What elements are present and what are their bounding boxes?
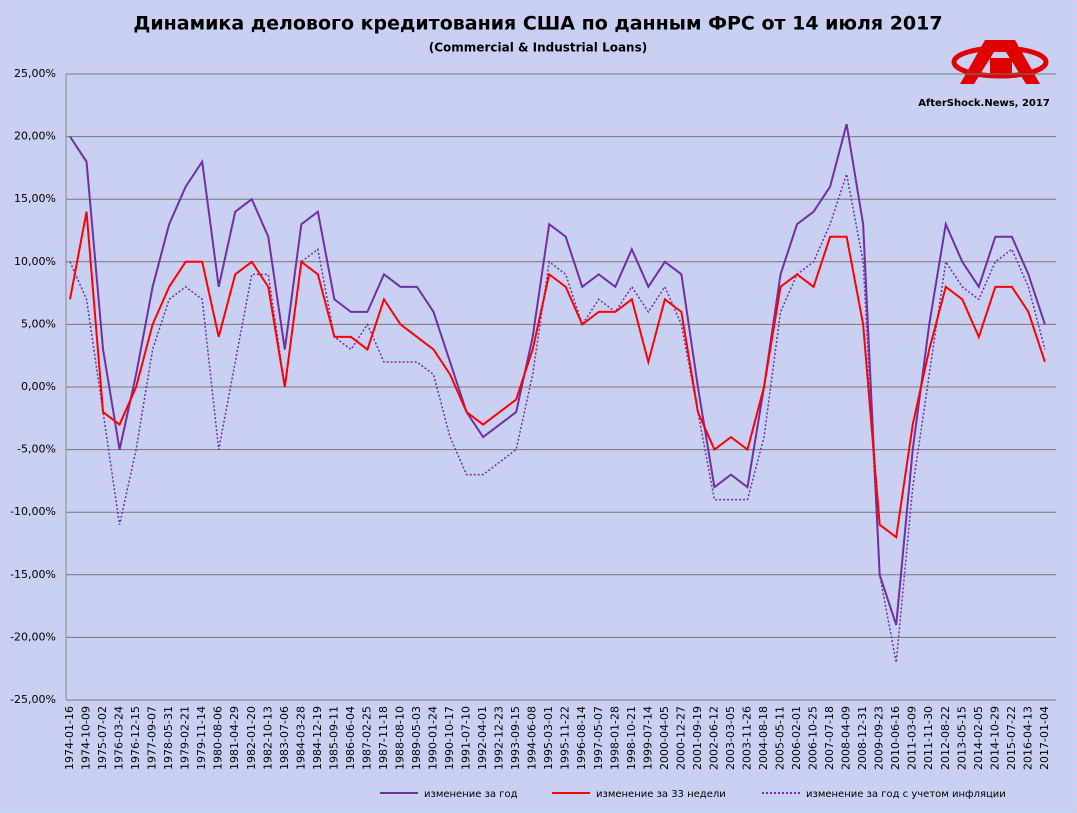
chart-title: Динамика делового кредитования США по да…	[133, 13, 942, 35]
x-tick-label: 1992-04-01	[476, 706, 489, 770]
y-tick-label: 0,00%	[21, 380, 56, 393]
x-tick-label: 1996-08-14	[575, 706, 588, 770]
y-tick-label: 15,00%	[14, 192, 56, 205]
x-tick-label: 1992-12-23	[493, 706, 506, 770]
y-tick-label: 20,00%	[14, 130, 56, 143]
series-line	[69, 211, 1046, 540]
x-tick-label: 1989-05-03	[410, 706, 423, 770]
x-tick-label: 1991-07-10	[460, 706, 473, 770]
x-tick-label: 2016-04-13	[1021, 706, 1034, 770]
x-tick-label: 1987-02-25	[360, 706, 373, 770]
x-tick-label: 2007-07-18	[823, 706, 836, 770]
x-tick-label: 2010-06-16	[889, 706, 902, 770]
series-line	[69, 123, 1046, 626]
x-tick-label: 1981-04-29	[228, 706, 241, 770]
x-tick-label: 1979-02-21	[179, 706, 192, 770]
x-tick-label: 1987-11-18	[377, 706, 390, 770]
x-tick-label: 2000-04-05	[658, 706, 671, 770]
x-tick-label: 1993-09-15	[509, 706, 522, 770]
x-tick-label: 1994-06-08	[526, 706, 539, 770]
x-tick-label: 1976-03-24	[113, 706, 126, 770]
x-tick-label: 1984-03-28	[294, 706, 307, 770]
x-tick-label: 1982-10-13	[261, 706, 274, 770]
y-tick-label: -25,00%	[10, 693, 56, 706]
x-tick-label: 2001-09-19	[691, 706, 704, 770]
y-tick-label: 10,00%	[14, 255, 56, 268]
x-tick-label: 2003-11-26	[740, 706, 753, 770]
x-tick-label: 1980-08-06	[212, 706, 225, 770]
x-tick-label: 2008-04-09	[840, 706, 853, 770]
x-tick-label: 1978-05-31	[162, 706, 175, 770]
x-tick-label: 2015-07-22	[1005, 706, 1018, 770]
x-tick-label: 2012-08-22	[939, 706, 952, 770]
legend-label: изменение за год	[424, 789, 518, 800]
x-tick-label: 1974-01-16	[63, 706, 76, 770]
x-tick-label: 1995-03-01	[542, 706, 555, 770]
y-tick-label: 25,00%	[14, 67, 56, 80]
y-tick-label: 5,00%	[21, 317, 56, 330]
x-tick-label: 2006-02-01	[790, 706, 803, 770]
watermark: AfterShock.News, 2017	[918, 98, 1050, 109]
x-tick-label: 1995-11-22	[559, 706, 572, 770]
x-tick-label: 1985-09-11	[327, 706, 340, 770]
series-line	[69, 173, 1046, 663]
x-tick-label: 2003-03-05	[724, 706, 737, 770]
y-tick-label: -15,00%	[10, 568, 56, 581]
x-tick-label: 2009-09-23	[873, 706, 886, 770]
x-tick-label: 1979-11-14	[195, 706, 208, 770]
x-tick-label: 1976-12-15	[129, 706, 142, 770]
x-tick-label: 2014-02-05	[972, 706, 985, 770]
x-tick-label: 1988-08-10	[393, 706, 406, 770]
x-tick-label: 2011-11-30	[922, 706, 935, 770]
x-tick-label: 1998-01-28	[608, 706, 621, 770]
x-tick-label: 1977-09-07	[146, 706, 159, 770]
logo	[951, 40, 1049, 84]
x-tick-label: 1983-07-06	[278, 706, 291, 770]
x-tick-label: 2011-03-09	[906, 706, 919, 770]
x-tick-label: 2004-08-18	[757, 706, 770, 770]
x-tick-label: 1997-05-07	[592, 706, 605, 770]
x-tick-label: 2005-05-11	[774, 706, 787, 770]
x-tick-label: 2017-01-04	[1038, 706, 1051, 770]
y-tick-label: -5,00%	[17, 443, 56, 456]
legend-label: изменение за 33 недели	[596, 789, 726, 800]
x-tick-label: 1990-10-17	[443, 706, 456, 770]
x-tick-label: 1974-10-09	[80, 706, 93, 770]
x-tick-label: 2002-06-12	[707, 706, 720, 770]
x-tick-label: 1999-07-14	[641, 706, 654, 770]
x-tick-label: 2006-10-25	[807, 706, 820, 770]
x-tick-label: 2013-05-15	[955, 706, 968, 770]
x-tick-label: 2008-12-31	[856, 706, 869, 770]
x-tick-label: 1986-06-04	[344, 706, 357, 770]
x-tick-label: 2000-12-27	[674, 706, 687, 770]
y-tick-label: -10,00%	[10, 505, 56, 518]
x-tick-label: 1984-12-19	[311, 706, 324, 770]
legend-label: изменение за год с учетом инфляции	[806, 789, 1006, 800]
x-tick-label: 1998-10-21	[625, 706, 638, 770]
x-tick-label: 2014-10-29	[988, 706, 1001, 770]
chart-subtitle: (Commercial & Industrial Loans)	[429, 41, 647, 55]
y-tick-label: -20,00%	[10, 630, 56, 643]
x-tick-label: 1990-01-24	[427, 706, 440, 770]
x-tick-label: 1982-01-20	[245, 706, 258, 770]
x-tick-label: 1975-07-02	[96, 706, 109, 770]
